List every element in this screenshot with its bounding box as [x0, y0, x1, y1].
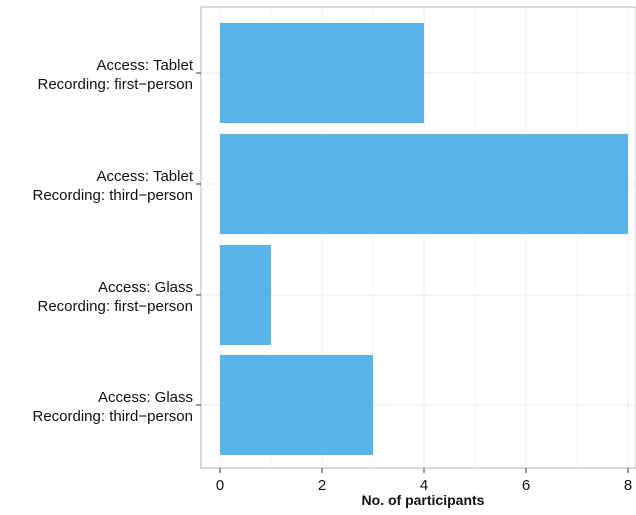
- category-label-line1-0: Access: Tablet: [97, 57, 194, 74]
- category-label-line2-3: Recording: third−person: [32, 408, 193, 425]
- category-label-line1-1: Access: Tablet: [97, 168, 194, 185]
- x-tick-label-3: 6: [522, 477, 530, 494]
- y-axis-ticks: Access: Tablet Recording: first−person Acc…: [32, 57, 201, 425]
- bars: [220, 23, 628, 455]
- x-tick-label-0: 0: [216, 477, 224, 494]
- category-label-line2-0: Recording: first−person: [38, 76, 194, 93]
- bar-2: [220, 245, 271, 345]
- category-label-line1-3: Access: Glass: [98, 389, 193, 406]
- x-axis-title: No. of participants: [362, 492, 485, 508]
- x-tick-label-4: 8: [624, 477, 632, 494]
- category-label-line2-2: Recording: first−person: [38, 298, 194, 315]
- x-tick-label-2: 4: [420, 477, 428, 494]
- x-axis-ticks: 0 2 4 6 8: [216, 468, 632, 494]
- category-label-line1-2: Access: Glass: [98, 279, 193, 296]
- x-tick-label-1: 2: [318, 477, 326, 494]
- bar-1: [220, 134, 628, 234]
- category-label-line2-1: Recording: third−person: [32, 187, 193, 204]
- bar-3: [220, 355, 373, 455]
- bar-0: [220, 23, 424, 123]
